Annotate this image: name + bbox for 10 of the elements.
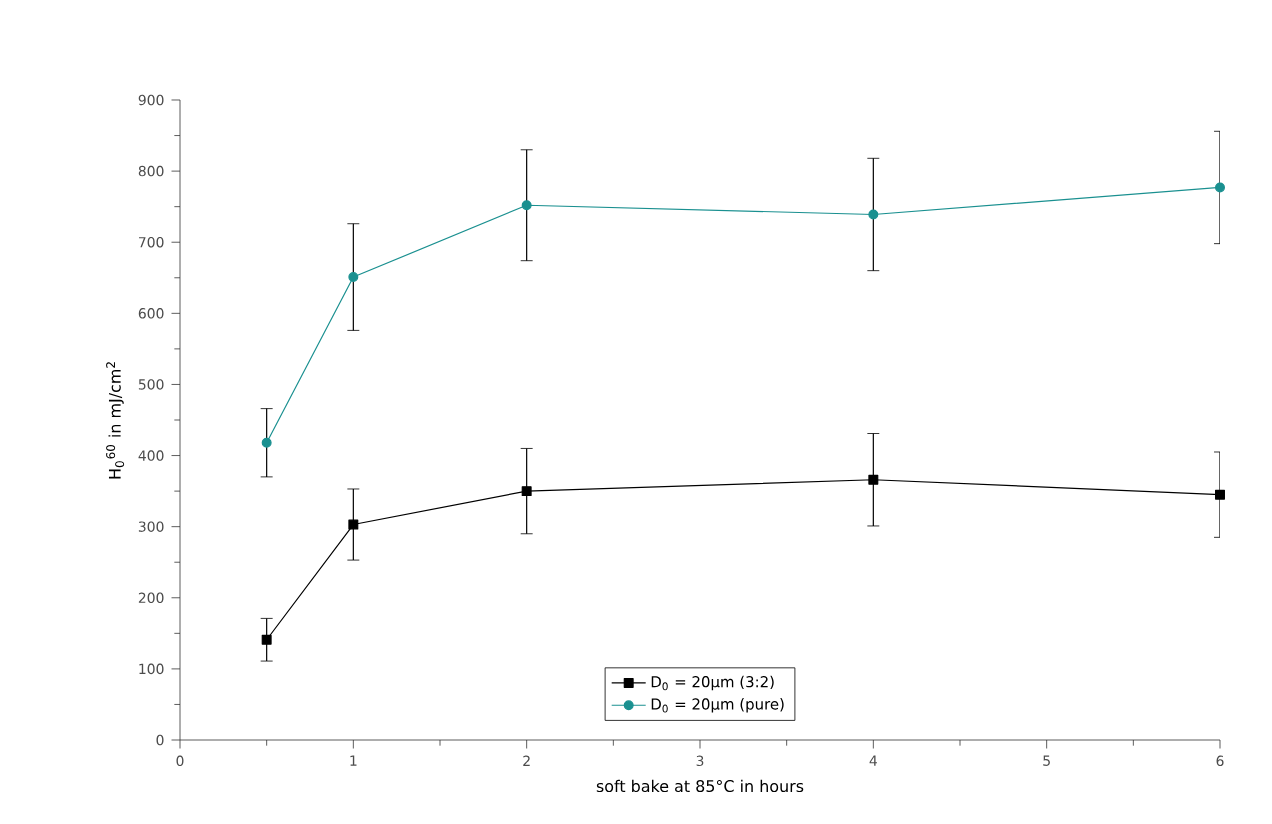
- point: [521, 486, 532, 497]
- point: [1215, 182, 1225, 193]
- point: [868, 474, 879, 485]
- point: [1215, 489, 1225, 500]
- point: [868, 209, 879, 220]
- point: [261, 437, 272, 448]
- point: [261, 634, 272, 645]
- point: [521, 200, 532, 211]
- point: [348, 272, 359, 283]
- point: [348, 519, 359, 530]
